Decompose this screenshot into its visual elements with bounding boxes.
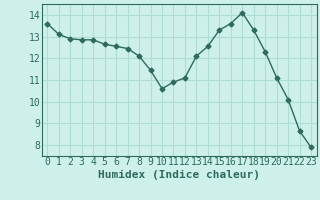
- X-axis label: Humidex (Indice chaleur): Humidex (Indice chaleur): [98, 170, 260, 180]
